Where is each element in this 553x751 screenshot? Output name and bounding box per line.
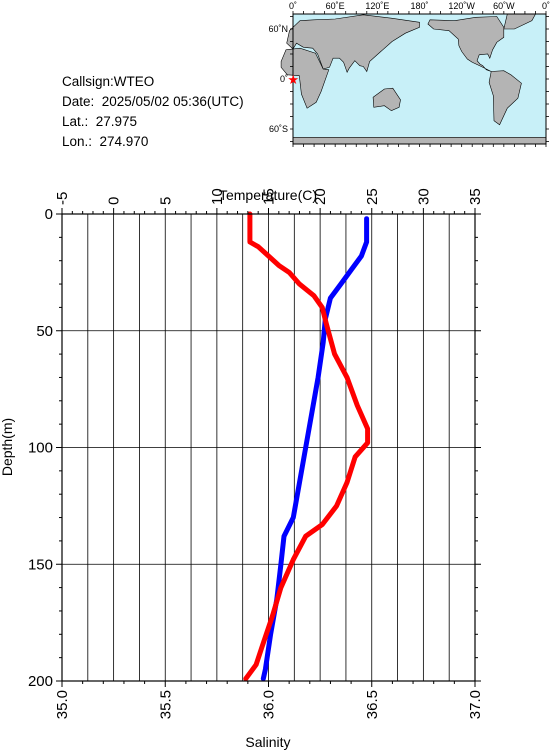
depth-tick-label: 100 <box>28 440 53 457</box>
depth-tick-label: 50 <box>36 323 53 340</box>
map-lon-label: 60˚E <box>326 1 345 11</box>
temperature-tick-label: 0 <box>106 197 123 205</box>
latitude-label: Lat.: 27.975 <box>62 114 138 129</box>
australia-shape <box>372 87 401 112</box>
map-lon-label: 0˚ <box>542 1 550 11</box>
salinity-tick-label: 35.5 <box>157 690 174 719</box>
chart-ticks <box>56 208 481 687</box>
map-lat-label: 60˚S <box>269 124 288 134</box>
antarctica-strip <box>292 137 547 145</box>
temperature-tick-label: -5 <box>54 192 71 205</box>
world-map: 0˚ 60˚E 120˚E 180˚ 120˚W 60˚W 0˚ 60˚N 0˚ 60˚S ★ <box>268 1 550 147</box>
station-info: Callsign:WTEO Date: 2025/05/02 05:36(UTC… <box>62 72 244 152</box>
map-lat-label: 0˚ <box>280 74 288 84</box>
temperature-tick-label: 10 <box>209 188 226 205</box>
temperature-tick-label: 35 <box>467 188 484 205</box>
map-labels: 0˚ 60˚E 120˚E 180˚ 120˚W 60˚W 0˚ 60˚N 0˚ 60˚S <box>268 1 550 134</box>
south-america-shape <box>488 70 522 126</box>
temperature-tick-label: 5 <box>157 197 174 205</box>
temperature-tick-label: 25 <box>364 188 381 205</box>
chart-series <box>243 211 371 682</box>
depth-tick-label: 200 <box>28 673 53 690</box>
map-ticks <box>290 11 549 147</box>
salinity-tick-label: 36.0 <box>261 690 278 719</box>
temperature-axis-title: Temperature(C) <box>219 187 317 203</box>
salinity-tick-label: 37.0 <box>467 690 484 719</box>
salinity-axis-title: Salinity <box>245 734 290 750</box>
depth-axis-title: Depth(m) <box>0 418 15 476</box>
date-label: Date: 2025/05/02 05:36(UTC) <box>62 94 244 109</box>
temperature-tick-label: 30 <box>415 188 432 205</box>
chart-grid <box>61 213 476 682</box>
map-land <box>280 13 547 145</box>
salinity-tick-label: 36.5 <box>364 690 381 719</box>
salinity-tick-label: 35.0 <box>54 690 71 719</box>
depth-tick-label: 150 <box>28 556 53 573</box>
map-lon-label: 120˚E <box>365 1 389 11</box>
map-lon-label: 120˚W <box>448 1 475 11</box>
longitude-label: Lon.: 274.970 <box>62 134 149 149</box>
europe-asia-shape <box>286 14 420 74</box>
greenland-shape <box>503 13 537 30</box>
depth-tick-label: 0 <box>45 206 53 223</box>
map-lon-label: 180˚ <box>410 1 428 11</box>
callsign-label: Callsign:WTEO <box>62 74 155 89</box>
salinity-profile-line <box>243 211 371 682</box>
map-lon-label: 0˚ <box>289 1 297 11</box>
north-america-shape <box>427 16 505 72</box>
map-lat-label: 60˚N <box>268 24 288 34</box>
station-marker-icon: ★ <box>287 72 299 87</box>
temperature-tick-label: 15 <box>261 188 278 205</box>
temperature-profile-line <box>260 216 370 682</box>
temperature-tick-label: 20 <box>312 188 329 205</box>
map-lon-label: 60˚W <box>493 1 515 11</box>
